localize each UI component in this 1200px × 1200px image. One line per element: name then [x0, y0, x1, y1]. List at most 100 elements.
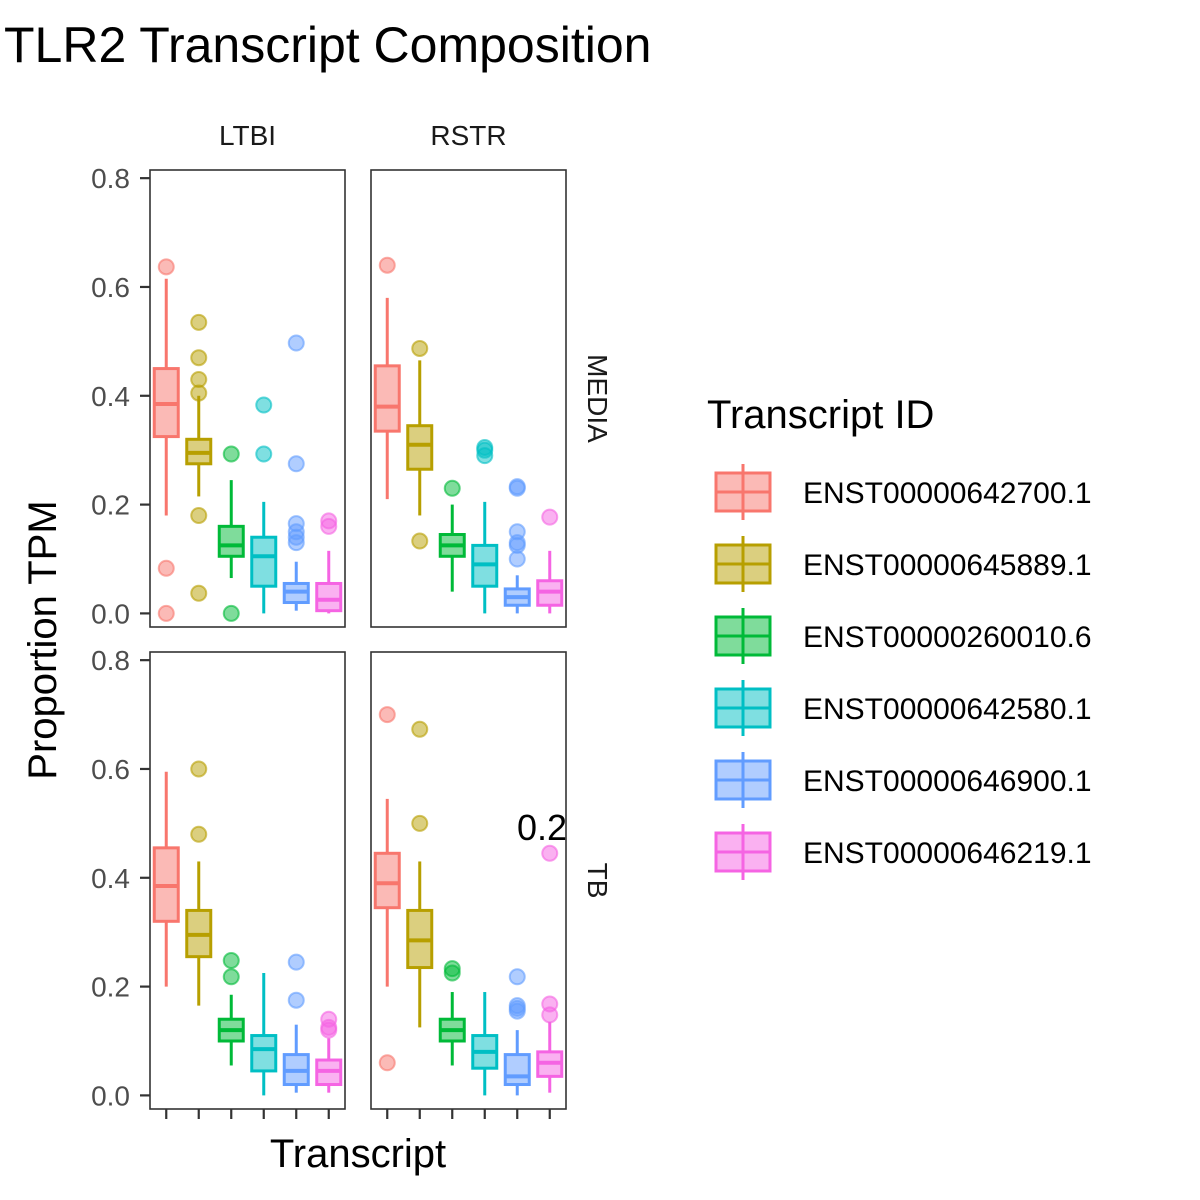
y-tick-label: 0.4 — [91, 863, 130, 894]
outlier-point — [222, 968, 240, 986]
box-enst00000646900-1 — [282, 953, 310, 1093]
panel-tb-rstr: 0.2 — [370, 651, 567, 1110]
outlier-point — [320, 517, 338, 535]
iqr-box — [406, 424, 434, 471]
outlier-point — [287, 991, 305, 1009]
box-enst00000260010-6 — [438, 960, 466, 1066]
outlier-point — [190, 384, 208, 402]
legend-item-enst00000642700-1: ENST00000642700.1 — [714, 464, 1092, 520]
panel-border — [149, 169, 346, 628]
box-enst00000642580-1 — [250, 396, 278, 614]
box-enst00000642700-1 — [373, 256, 401, 500]
outlier-point — [508, 968, 526, 986]
box-enst00000642700-1 — [152, 258, 180, 622]
panel-border — [370, 651, 567, 1110]
chart-title: TLR2 Transcript Composition — [4, 17, 651, 73]
panel-tb-ltbi — [149, 651, 346, 1110]
outlier-point — [190, 349, 208, 367]
box-enst00000260010-6 — [217, 951, 245, 1066]
outlier-point — [287, 953, 305, 971]
legend-item-enst00000642580-1: ENST00000642580.1 — [714, 680, 1092, 736]
y-axis-title: Proportion TPM — [21, 500, 65, 779]
facet-strips: LTBI RSTR MEDIA TB — [219, 120, 613, 898]
box-enst00000645889-1 — [406, 720, 434, 1028]
y-tick-label: 0.6 — [91, 272, 130, 303]
legend-label: ENST00000642580.1 — [803, 693, 1092, 726]
outlier-point — [157, 604, 175, 622]
outlier-point — [255, 396, 273, 414]
outlier-point — [541, 844, 559, 862]
legend-label: ENST00000645889.1 — [803, 549, 1092, 582]
outlier-point — [222, 951, 240, 969]
outlier-point — [443, 479, 461, 497]
outlier-point — [508, 550, 526, 568]
outlier-point — [411, 720, 429, 738]
outlier-point — [508, 1002, 526, 1020]
panel-media-ltbi — [149, 169, 346, 628]
box-enst00000645889-1 — [406, 339, 434, 550]
iqr-box — [503, 1053, 531, 1087]
outlier-point — [222, 445, 240, 463]
legend-label: ENST00000646900.1 — [803, 765, 1092, 798]
legend-label: ENST00000260010.6 — [803, 621, 1092, 654]
box-enst00000260010-6 — [217, 445, 245, 622]
outlier-point — [190, 584, 208, 602]
outlier-point — [508, 479, 526, 497]
legend: Transcript ID ENST00000642700.1 ENST00000… — [707, 393, 1092, 880]
outlier-point — [476, 447, 494, 465]
outlier-point — [541, 508, 559, 526]
box-enst00000646219-1 — [315, 1010, 343, 1093]
outlier-point — [157, 559, 175, 577]
iqr-box — [250, 535, 278, 588]
outlier-point — [411, 532, 429, 550]
outlier-point — [255, 445, 273, 463]
strip-label-media: MEDIA — [582, 354, 613, 443]
legend-label: ENST00000642700.1 — [803, 477, 1092, 510]
panel-border — [370, 169, 567, 628]
y-tick-label: 0.0 — [91, 598, 130, 629]
x-axis — [165, 1109, 551, 1119]
box-enst00000642580-1 — [471, 992, 499, 1096]
annotation-label: 0.2 — [517, 807, 567, 848]
outlier-point — [320, 1021, 338, 1039]
outlier-point — [287, 455, 305, 473]
box-enst00000260010-6 — [438, 479, 466, 592]
iqr-box — [250, 1034, 278, 1073]
outlier-point — [411, 339, 429, 357]
outlier-point — [443, 964, 461, 982]
legend-label: ENST00000646219.1 — [803, 837, 1092, 870]
legend-item-enst00000645889-1: ENST00000645889.1 — [714, 536, 1092, 592]
iqr-box — [373, 364, 401, 433]
box-enst00000646219-1 — [536, 508, 564, 614]
strip-label-ltbi: LTBI — [219, 120, 276, 151]
iqr-box — [217, 524, 245, 558]
strip-label-tb: TB — [582, 863, 613, 899]
y-tick-label: 0.0 — [91, 1080, 130, 1111]
legend-item-enst00000260010-6: ENST00000260010.6 — [714, 608, 1092, 664]
panel-background — [150, 652, 345, 1109]
legend-title: Transcript ID — [707, 393, 934, 437]
box-enst00000646900-1 — [282, 334, 310, 611]
panel-background — [371, 170, 566, 627]
box-enst00000645889-1 — [185, 313, 213, 602]
outlier-point — [190, 313, 208, 331]
outlier-point — [190, 760, 208, 778]
box-enst00000642580-1 — [471, 438, 499, 614]
legend-item-enst00000646219-1: ENST00000646219.1 — [714, 824, 1092, 880]
outlier-point — [411, 814, 429, 832]
box-enst00000646219-1 — [315, 512, 343, 614]
box-enst00000642700-1 — [373, 706, 401, 1072]
outlier-point — [287, 534, 305, 552]
box-enst00000646900-1 — [503, 478, 531, 614]
outlier-point — [190, 825, 208, 843]
box-enst00000645889-1 — [185, 760, 213, 1006]
panel-background — [371, 652, 566, 1109]
y-tick-label: 0.8 — [91, 163, 130, 194]
y-tick-label: 0.2 — [91, 972, 130, 1003]
outlier-point — [541, 1006, 559, 1024]
iqr-box — [315, 581, 343, 613]
box-enst00000642580-1 — [250, 972, 278, 1096]
outlier-point — [378, 1054, 396, 1072]
outlier-point — [157, 258, 175, 276]
